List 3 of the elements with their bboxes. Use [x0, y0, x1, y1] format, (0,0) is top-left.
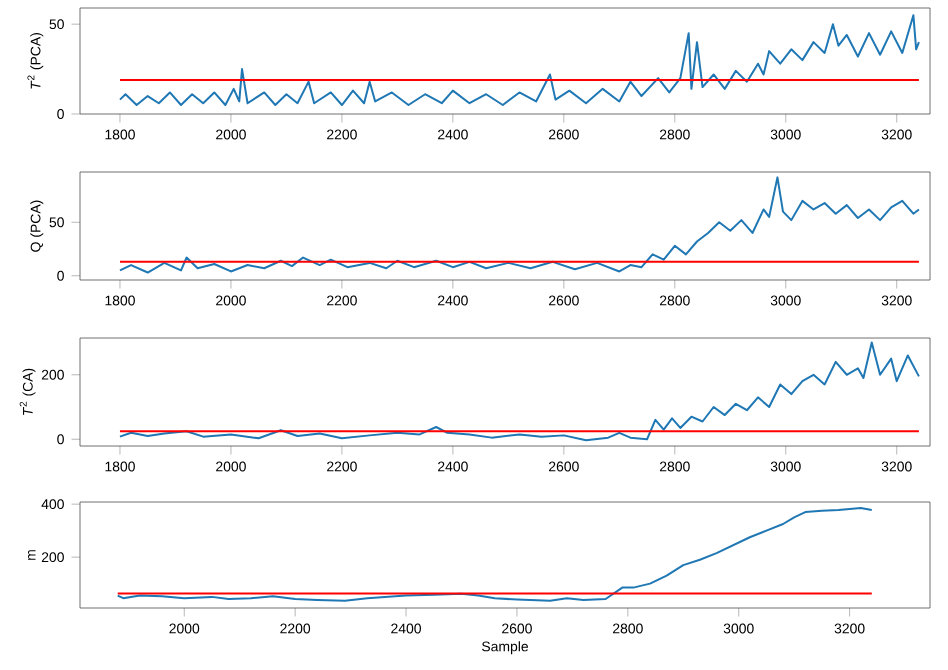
line-series: [118, 341, 920, 442]
line-series: [118, 176, 920, 274]
line-series: [118, 14, 920, 107]
